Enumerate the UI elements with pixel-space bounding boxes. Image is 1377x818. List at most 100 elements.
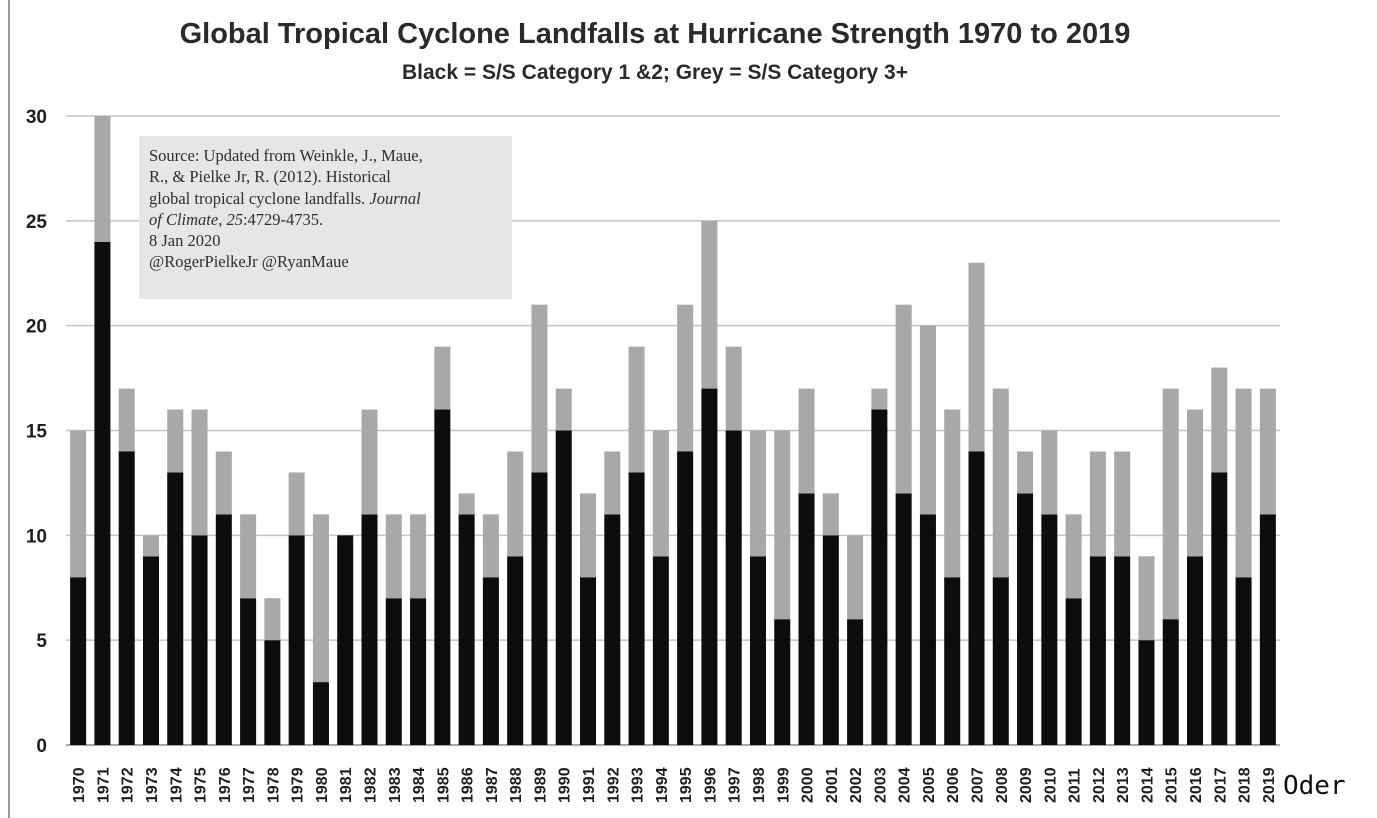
bar-cat1-2: [580, 577, 597, 745]
x-tick-label: 2007: [970, 767, 987, 803]
bar-cat3-plus: [944, 409, 961, 578]
left-border-line: [8, 0, 10, 818]
x-tick-label: 1981: [338, 767, 355, 803]
x-tick-label: 1985: [435, 767, 452, 803]
x-tick-label: 2011: [1067, 768, 1084, 803]
x-tick-label: 1975: [193, 767, 210, 803]
bar-cat1-2: [968, 451, 985, 745]
bar-cat3-plus: [968, 262, 985, 452]
bar-cat3-plus: [70, 430, 87, 578]
bar-cat3-plus: [215, 451, 232, 515]
x-tick-label: 2006: [945, 767, 962, 803]
x-tick-label: 1993: [630, 767, 647, 803]
bar-cat1-2: [822, 535, 839, 745]
bar-cat3-plus: [628, 346, 645, 473]
x-tick-label: 1998: [751, 767, 768, 803]
x-tick-label: 1991: [581, 767, 598, 803]
x-tick-label: 2003: [872, 767, 889, 803]
bar-cat3-plus: [1259, 388, 1276, 515]
bar-cat1-2: [312, 682, 329, 745]
bar-cat3-plus: [1235, 388, 1252, 578]
trailing-word: Oder: [1283, 771, 1346, 801]
bar-cat3-plus: [531, 304, 548, 473]
x-tick-label: 2014: [1139, 767, 1156, 803]
bar-cat1-2: [264, 640, 281, 745]
bar-cat1-2: [798, 493, 815, 745]
bar-cat1-2: [871, 409, 888, 745]
x-tick-label: 1983: [387, 767, 404, 803]
x-tick-label: 1986: [460, 767, 477, 803]
bar-cat1-2: [215, 514, 232, 745]
x-tick-label: 1978: [265, 767, 282, 803]
bar-cat1-2: [652, 556, 669, 745]
bar-cat1-2: [1162, 619, 1179, 745]
bar-cat1-2: [167, 472, 184, 745]
bar-cat1-2: [531, 472, 548, 745]
y-tick-label: 0: [36, 736, 47, 757]
x-tick-label: 2017: [1212, 767, 1229, 803]
bar-cat1-2: [361, 514, 378, 745]
bar-cat3-plus: [312, 514, 329, 683]
bar-cat1-2: [701, 388, 718, 745]
x-tick-label: 2009: [1018, 767, 1035, 803]
bar-cat1-2: [555, 430, 572, 745]
bar-cat1-2: [1065, 598, 1082, 745]
x-tick-label: 2016: [1188, 767, 1205, 803]
bar-cat1-2: [992, 577, 1009, 745]
bar-cat3-plus: [167, 409, 184, 473]
x-tick-label: 2012: [1091, 767, 1108, 803]
x-tick-label: 1989: [532, 767, 549, 803]
source-date: 8 Jan 2020: [149, 231, 221, 251]
bar-cat1-2: [434, 409, 451, 745]
bar-cat1-2: [191, 535, 208, 745]
source-line: global tropical cyclone landfalls. Journ…: [149, 188, 502, 209]
bar-cat3-plus: [1211, 367, 1228, 473]
bar-cat3-plus: [555, 388, 572, 431]
x-tick-label: 1977: [241, 767, 258, 803]
bar-cat3-plus: [142, 535, 159, 557]
bar-cat1-2: [118, 451, 135, 745]
bar-cat1-2: [1041, 514, 1058, 745]
bar-cat3-plus: [410, 514, 427, 599]
bar-cat1-2: [1235, 577, 1252, 745]
bar-cat3-plus: [1162, 388, 1179, 620]
x-tick-label: 1996: [702, 767, 719, 803]
bar-cat1-2: [240, 598, 257, 745]
x-tick-label: 2018: [1237, 767, 1254, 803]
bar-cat3-plus: [604, 451, 621, 515]
bar-cat1-2: [507, 556, 524, 745]
bars: [70, 116, 1276, 746]
source-line: Source: Updated from Weinkle, J., Maue,: [149, 146, 423, 165]
x-tick-label: 1972: [120, 767, 137, 803]
x-tick-label: 2010: [1042, 767, 1059, 803]
x-tick-label: 2013: [1115, 767, 1132, 803]
x-tick-label: 1994: [654, 767, 671, 803]
journal-volume: 25: [226, 209, 243, 229]
source-annotation: Source: Updated from Weinkle, J., Maue, …: [139, 136, 512, 299]
bar-cat1-2: [604, 514, 621, 745]
bar-cat1-2: [288, 535, 305, 745]
x-tick-label: 1987: [484, 767, 501, 803]
bar-cat3-plus: [1138, 556, 1155, 641]
bar-cat3-plus: [847, 535, 864, 620]
source-line: R., & Pielke Jr, R. (2012). Historical: [149, 167, 391, 187]
bar-cat1-2: [1259, 514, 1276, 745]
bar-cat1-2: [94, 241, 111, 746]
bar-cat1-2: [749, 556, 766, 745]
bar-cat1-2: [1138, 640, 1155, 745]
bar-cat3-plus: [1114, 451, 1131, 557]
x-tick-label: 1971: [95, 767, 112, 803]
bar-cat3-plus: [871, 388, 888, 410]
source-line: of Climate, 25:4729-4735.: [149, 209, 502, 230]
bar-cat1-2: [385, 598, 402, 745]
chart-title: Global Tropical Cyclone Landfalls at Hur…: [180, 18, 1131, 50]
bar-cat3-plus: [458, 493, 475, 515]
x-tick-label: 1973: [144, 767, 161, 803]
bar-cat1-2: [895, 493, 912, 745]
bar-cat3-plus: [191, 409, 208, 536]
bar-cat1-2: [774, 619, 791, 745]
bar-cat3-plus: [580, 493, 597, 578]
x-tick-label: 2000: [800, 767, 817, 803]
bar-cat3-plus: [385, 514, 402, 599]
bar-cat3-plus: [1065, 514, 1082, 599]
